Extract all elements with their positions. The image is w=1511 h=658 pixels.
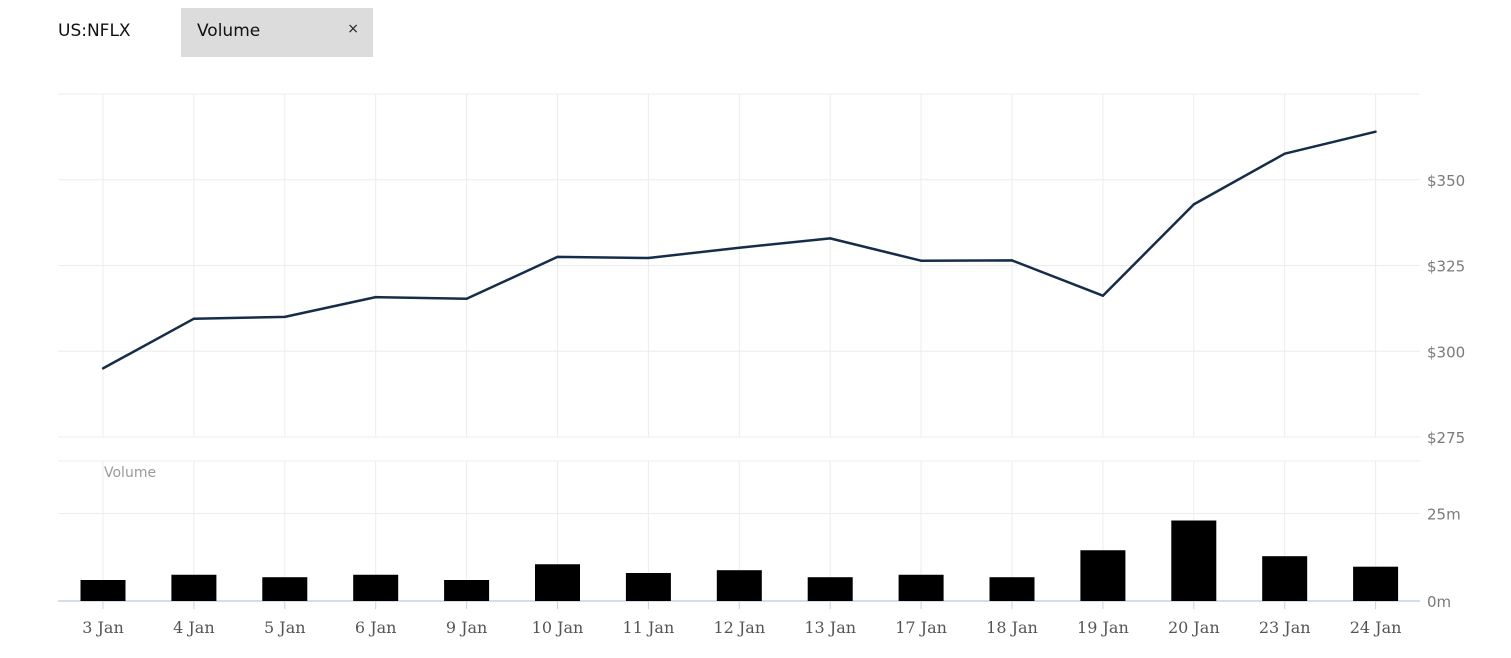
x-tick-label: 9 Jan (446, 618, 488, 637)
price-y-tick-label: $300 (1427, 343, 1465, 361)
volume-bar (898, 574, 944, 601)
volume-bar (1262, 556, 1308, 601)
volume-bar (625, 573, 671, 601)
price-point (101, 367, 105, 370)
x-tick-label: 19 Jan (1077, 618, 1129, 637)
volume-bar (807, 577, 853, 601)
volume-bar (535, 564, 580, 601)
price-point (1010, 259, 1014, 262)
volume-panel-label: Volume (104, 465, 156, 481)
x-tick-label: 6 Jan (355, 618, 397, 637)
price-point (919, 259, 923, 262)
x-tick-label: 17 Jan (895, 618, 947, 637)
volume-bar (262, 577, 308, 601)
x-tick-label: 4 Jan (173, 618, 215, 637)
price-y-axis: $275 $300 $325 $350 (1427, 172, 1465, 447)
price-point (465, 297, 468, 300)
price-point (1374, 130, 1377, 133)
x-tick-label: 11 Jan (623, 618, 675, 637)
volume-bar (1353, 566, 1399, 601)
volume-y-axis: 0m 25m (1427, 506, 1461, 612)
price-point (1192, 203, 1196, 206)
x-tick-label: 3 Jan (82, 618, 124, 637)
close-icon[interactable]: × (347, 21, 359, 37)
price-y-tick-label: $350 (1427, 172, 1465, 190)
x-axis: 3 Jan 4 Jan 5 Jan 6 Jan 9 Jan 10 Jan 11 Jan 12 … (82, 601, 1401, 637)
x-tick-label: 13 Jan (804, 618, 856, 637)
x-tick-label: 23 Jan (1259, 618, 1311, 637)
volume-bar (716, 570, 762, 601)
volume-y-tick-label: 25m (1427, 506, 1461, 524)
price-point (829, 237, 832, 240)
volume-bar (444, 580, 490, 601)
x-tick-label: 12 Jan (713, 618, 765, 637)
volume-bar (171, 574, 217, 601)
x-tick-label: 24 Jan (1350, 618, 1402, 637)
price-point (556, 255, 559, 259)
volume-bar (80, 580, 126, 601)
price-point (374, 295, 377, 299)
volume-bar (989, 577, 1035, 601)
price-y-tick-label: $325 (1427, 258, 1465, 276)
chart-toolbar: US:NFLX Volume × (0, 0, 1511, 60)
price-point (1101, 294, 1105, 297)
x-tick-label: 10 Jan (532, 618, 584, 637)
volume-indicator-label: Volume (197, 21, 261, 41)
volume-indicator-chip[interactable]: Volume × (181, 8, 373, 57)
price-point (647, 256, 650, 260)
price-y-tick-label: $275 (1427, 429, 1465, 447)
volume-bar (1171, 520, 1217, 601)
volume-bar (1080, 550, 1126, 601)
price-point (738, 246, 741, 249)
volume-bar (353, 574, 399, 601)
volume-bars (80, 520, 1399, 601)
price-point (1283, 152, 1286, 155)
price-line-group (101, 130, 1377, 370)
volume-y-tick-label: 0m (1427, 593, 1451, 611)
ticker-symbol: US:NFLX (58, 21, 131, 41)
x-tick-label: 20 Jan (1168, 618, 1220, 637)
x-tick-label: 5 Jan (264, 618, 306, 637)
price-point (283, 315, 286, 319)
x-tick-label: 18 Jan (986, 618, 1038, 637)
price-point (192, 317, 196, 320)
